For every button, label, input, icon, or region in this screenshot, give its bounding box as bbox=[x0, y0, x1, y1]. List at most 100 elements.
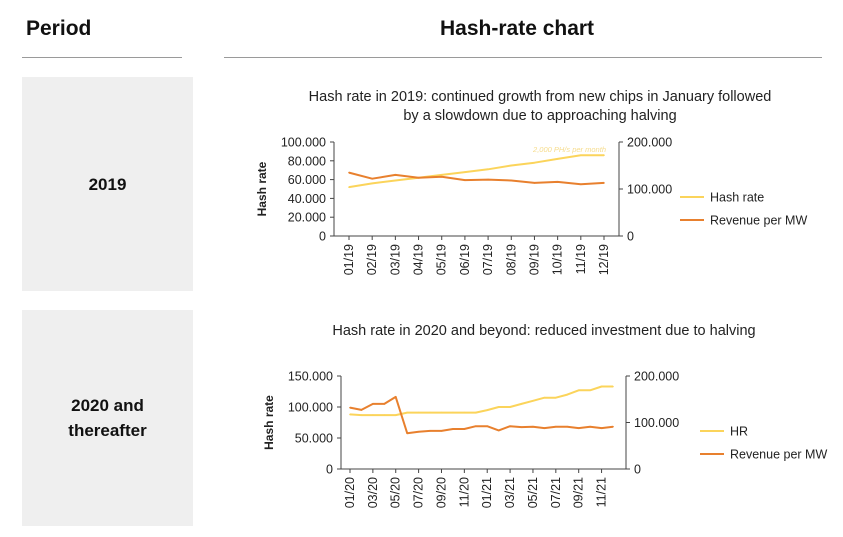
data-point bbox=[556, 158, 559, 160]
y-axis-title: Hash rate bbox=[262, 395, 276, 450]
data-point bbox=[440, 174, 443, 176]
left-tick-label: 20.000 bbox=[288, 211, 326, 225]
data-point bbox=[394, 179, 397, 182]
data-point bbox=[429, 430, 431, 432]
series-line-hr bbox=[349, 385, 613, 417]
data-point bbox=[577, 427, 580, 429]
data-point bbox=[474, 411, 477, 414]
left-tick-label: 40.000 bbox=[288, 192, 326, 206]
x-tick-label: 09/21 bbox=[572, 477, 586, 508]
left-tick-label: 0 bbox=[319, 230, 326, 244]
x-tick-label: 08/19 bbox=[504, 244, 518, 275]
data-point bbox=[371, 177, 373, 180]
period-label: 2020 and thereafter bbox=[68, 396, 147, 440]
data-point bbox=[452, 411, 454, 414]
data-point bbox=[464, 171, 466, 173]
y-axis-title: Hash rate bbox=[255, 161, 269, 216]
x-tick-label: 05/19 bbox=[435, 244, 449, 275]
annotation-label: 2,000 PH/s per month bbox=[532, 145, 606, 154]
data-point bbox=[555, 425, 557, 428]
x-tick-label: 11/21 bbox=[595, 477, 609, 507]
data-point bbox=[580, 154, 582, 156]
data-point bbox=[533, 182, 536, 184]
data-point bbox=[532, 400, 534, 402]
data-point bbox=[543, 427, 546, 429]
x-tick-label: 01/21 bbox=[480, 477, 494, 508]
series-line-revenue-per-mw bbox=[348, 171, 605, 186]
data-point bbox=[487, 168, 489, 171]
data-point bbox=[497, 429, 500, 432]
data-point bbox=[348, 171, 350, 174]
chart-title-2019: Hash rate in 2019: continued growth from… bbox=[308, 89, 772, 124]
data-point bbox=[497, 406, 500, 408]
data-point bbox=[474, 425, 477, 428]
data-point bbox=[509, 425, 511, 428]
x-tick-label: 03/19 bbox=[388, 244, 402, 275]
data-point bbox=[612, 385, 614, 388]
data-point bbox=[406, 432, 408, 434]
legend-label: Revenue per MW bbox=[730, 448, 827, 462]
left-tick-label: 0 bbox=[326, 463, 333, 477]
data-point bbox=[417, 176, 420, 179]
data-point bbox=[600, 385, 603, 388]
x-tick-label: 07/19 bbox=[481, 244, 495, 275]
data-point bbox=[349, 406, 351, 409]
data-point bbox=[383, 403, 386, 405]
data-point bbox=[463, 411, 466, 414]
data-point bbox=[417, 431, 420, 433]
data-point bbox=[360, 409, 363, 411]
period-label: 2019 bbox=[88, 174, 127, 194]
left-tick-label: 150.000 bbox=[288, 370, 333, 384]
data-point bbox=[600, 427, 603, 429]
left-tick-label: 100.000 bbox=[288, 401, 333, 415]
chart-title-2020-and-beyond: Hash rate in 2020 and beyond: reduced in… bbox=[332, 323, 756, 339]
right-tick-label: 100.000 bbox=[634, 416, 679, 430]
legend-label: Revenue per MW bbox=[710, 214, 807, 228]
left-tick-label: 80.000 bbox=[288, 154, 326, 168]
data-point bbox=[486, 409, 489, 411]
data-point bbox=[348, 186, 350, 188]
x-tick-label: 01/20 bbox=[343, 477, 357, 508]
data-point bbox=[394, 396, 397, 398]
x-tick-label: 02/19 bbox=[365, 244, 379, 275]
x-tick-label: 09/19 bbox=[527, 244, 541, 275]
right-tick-label: 200.000 bbox=[634, 370, 679, 384]
data-point bbox=[566, 393, 569, 396]
data-point bbox=[603, 154, 605, 156]
data-point bbox=[520, 403, 523, 405]
data-point bbox=[603, 182, 605, 184]
x-tick-label: 01/19 bbox=[342, 244, 356, 275]
data-point bbox=[440, 411, 443, 414]
x-tick-label: 03/21 bbox=[503, 477, 517, 508]
data-point bbox=[440, 430, 443, 432]
x-tick-label: 11/19 bbox=[574, 244, 588, 274]
data-point bbox=[510, 164, 513, 167]
x-tick-label: 07/20 bbox=[412, 477, 426, 508]
data-point bbox=[533, 161, 536, 164]
data-point bbox=[543, 396, 546, 399]
x-tick-label: 10/19 bbox=[551, 244, 565, 275]
x-tick-label: 04/19 bbox=[412, 244, 426, 275]
data-point bbox=[349, 413, 351, 416]
data-point bbox=[464, 179, 466, 181]
data-point bbox=[510, 179, 513, 182]
chart-header-divider bbox=[224, 57, 822, 58]
data-point bbox=[566, 425, 569, 428]
x-tick-label: 11/20 bbox=[457, 477, 471, 507]
left-tick-label: 100.000 bbox=[281, 136, 326, 150]
data-point bbox=[589, 389, 591, 392]
data-point bbox=[394, 414, 397, 416]
data-point bbox=[556, 181, 559, 183]
right-tick-label: 100.000 bbox=[627, 183, 672, 197]
x-tick-label: 07/21 bbox=[549, 477, 563, 508]
data-point bbox=[555, 396, 557, 399]
data-point bbox=[372, 414, 374, 416]
x-tick-label: 03/20 bbox=[366, 477, 380, 508]
data-point bbox=[589, 425, 591, 428]
period-header: Period bbox=[26, 17, 92, 40]
right-tick-label: 0 bbox=[634, 463, 641, 477]
data-point bbox=[486, 425, 489, 428]
data-point bbox=[394, 174, 397, 176]
period-header-divider bbox=[22, 57, 182, 58]
